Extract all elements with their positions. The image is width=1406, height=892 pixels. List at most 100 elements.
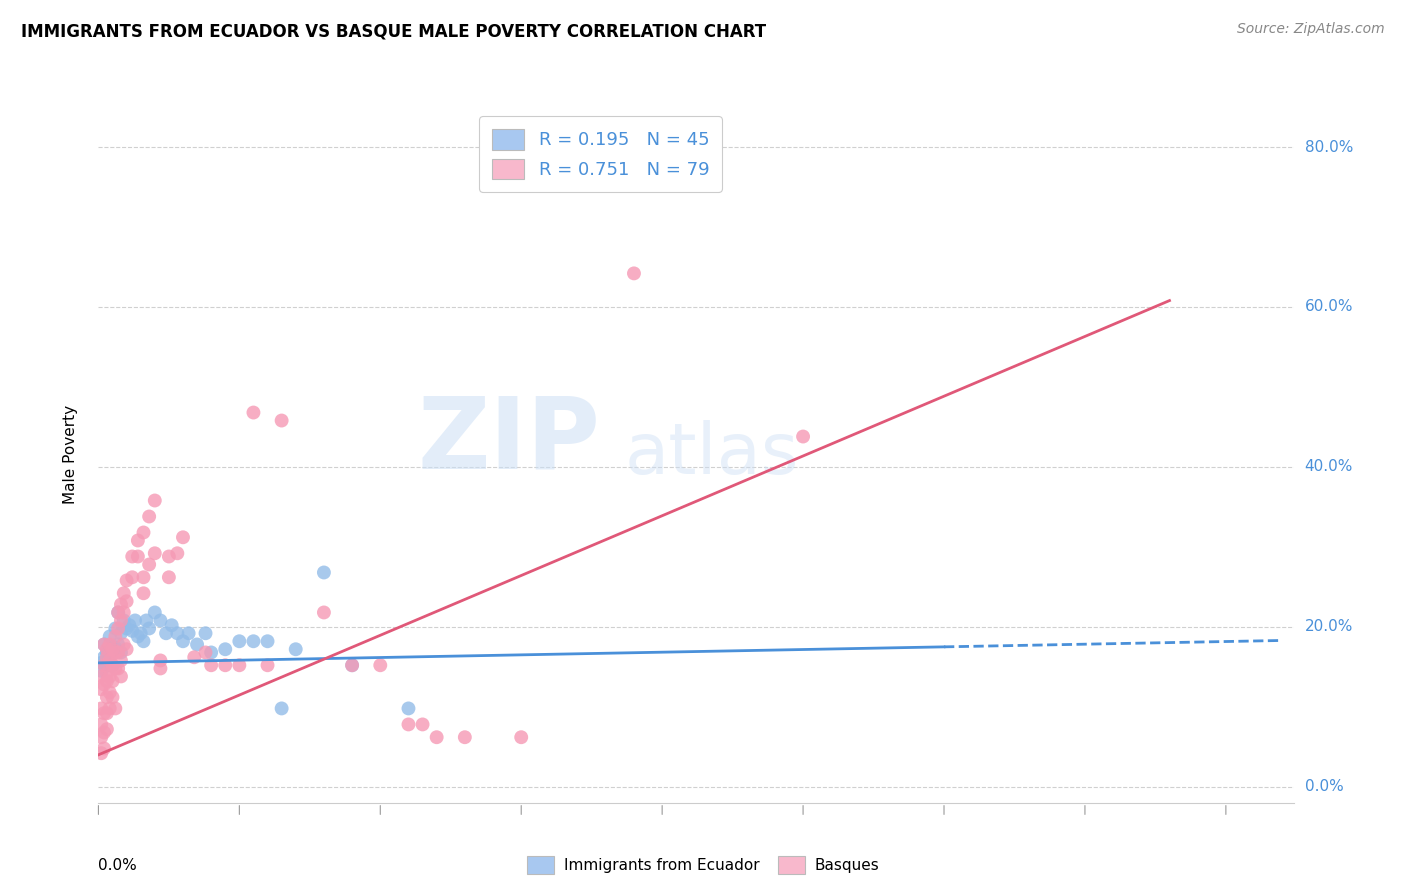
Point — [104, 622, 127, 636]
Point — [90, 701, 112, 715]
Point — [510, 730, 533, 744]
Point — [110, 598, 132, 612]
Point — [340, 658, 363, 673]
Point — [129, 626, 152, 640]
Point — [228, 634, 250, 648]
Point — [90, 730, 112, 744]
Point — [115, 594, 138, 608]
Point — [214, 658, 236, 673]
Point — [132, 586, 155, 600]
Point — [284, 642, 307, 657]
Point — [93, 637, 115, 651]
Point — [104, 630, 127, 644]
Point — [90, 682, 112, 697]
Point — [177, 626, 200, 640]
Point — [98, 637, 121, 651]
Text: atlas: atlas — [624, 420, 799, 490]
Point — [256, 658, 278, 673]
Point — [93, 658, 115, 673]
Point — [792, 429, 814, 443]
Text: 60.0%: 60.0% — [1305, 300, 1353, 315]
Point — [101, 640, 124, 654]
Point — [101, 690, 124, 705]
Point — [107, 637, 129, 651]
Point — [166, 626, 188, 640]
Point — [110, 626, 132, 640]
Point — [98, 669, 121, 683]
Point — [96, 666, 118, 681]
Point — [149, 661, 172, 675]
Text: 0.0%: 0.0% — [98, 858, 138, 873]
Point — [107, 606, 129, 620]
Point — [112, 586, 135, 600]
Point — [214, 642, 236, 657]
Point — [124, 614, 146, 628]
Point — [194, 626, 217, 640]
Point — [127, 630, 149, 644]
Point — [112, 637, 135, 651]
Point — [90, 664, 112, 678]
Point — [90, 746, 112, 760]
Point — [118, 618, 141, 632]
Point — [186, 637, 208, 651]
Point — [115, 642, 138, 657]
Text: 0.0%: 0.0% — [1305, 780, 1343, 794]
Point — [157, 549, 180, 564]
Point — [104, 640, 127, 655]
Point — [110, 645, 132, 659]
Legend: R = 0.195   N = 45, R = 0.751   N = 79: R = 0.195 N = 45, R = 0.751 N = 79 — [479, 116, 721, 192]
Point — [93, 741, 115, 756]
Point — [104, 701, 127, 715]
Point — [101, 674, 124, 689]
Point — [368, 658, 391, 673]
Point — [107, 645, 129, 659]
Point — [112, 606, 135, 620]
Point — [127, 533, 149, 548]
Point — [228, 658, 250, 673]
Point — [172, 530, 194, 544]
Point — [93, 677, 115, 691]
Point — [183, 650, 205, 665]
Point — [132, 634, 155, 648]
Point — [135, 614, 157, 628]
Point — [107, 606, 129, 620]
Point — [90, 669, 112, 683]
Point — [110, 614, 132, 628]
Text: IMMIGRANTS FROM ECUADOR VS BASQUE MALE POVERTY CORRELATION CHART: IMMIGRANTS FROM ECUADOR VS BASQUE MALE P… — [21, 22, 766, 40]
Point — [454, 730, 477, 744]
Point — [138, 622, 160, 636]
Point — [96, 706, 118, 721]
Point — [623, 266, 645, 280]
Text: 40.0%: 40.0% — [1305, 459, 1353, 475]
Point — [412, 717, 434, 731]
Point — [270, 413, 292, 427]
Point — [90, 717, 112, 731]
Point — [127, 549, 149, 564]
Point — [121, 570, 143, 584]
Point — [149, 653, 172, 667]
Point — [121, 549, 143, 564]
Point — [312, 606, 335, 620]
Point — [98, 630, 121, 644]
Point — [96, 642, 118, 657]
Point — [104, 661, 127, 675]
Point — [104, 645, 127, 659]
Point — [98, 685, 121, 699]
Point — [398, 701, 420, 715]
Point — [107, 661, 129, 675]
Point — [93, 637, 115, 651]
Point — [90, 656, 112, 670]
Point — [96, 674, 118, 689]
Point — [149, 614, 172, 628]
Point — [98, 650, 121, 665]
Point — [194, 645, 217, 659]
Point — [160, 618, 183, 632]
Text: ZIP: ZIP — [418, 392, 600, 490]
Legend: Immigrants from Ecuador, Basques: Immigrants from Ecuador, Basques — [520, 850, 886, 880]
Point — [110, 653, 132, 667]
Point — [96, 645, 118, 659]
Point — [172, 634, 194, 648]
Point — [115, 574, 138, 588]
Text: 80.0%: 80.0% — [1305, 139, 1353, 154]
Point — [200, 658, 222, 673]
